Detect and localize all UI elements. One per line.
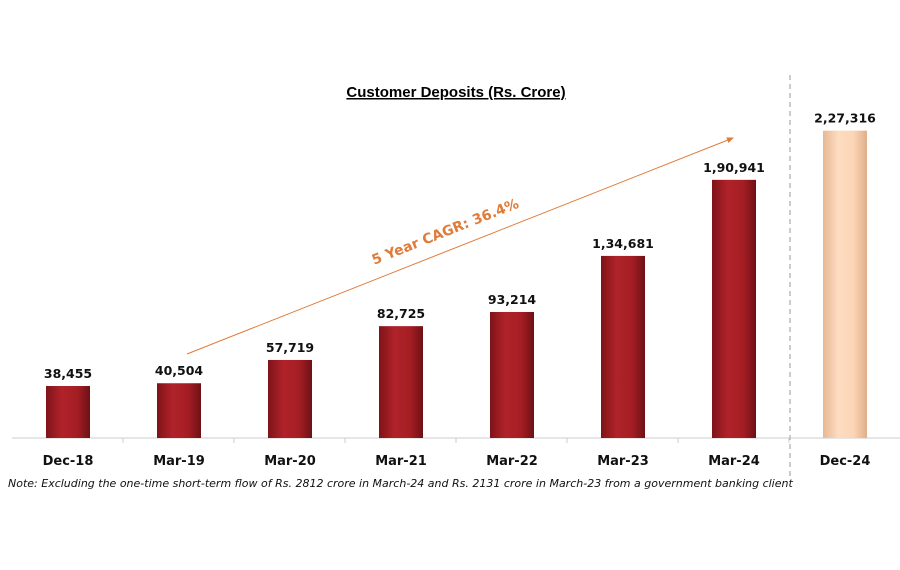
x-tick-label: Mar-24 [708,454,760,469]
value-label: 1,34,681 [592,236,654,251]
cagr-annotation: 5 Year CAGR: 36.4% [370,196,522,269]
value-label: 40,504 [155,363,204,378]
x-tick-label: Mar-20 [264,454,316,469]
x-tick-label: Mar-19 [153,454,205,469]
bar-Mar-19 [157,383,201,438]
value-label: 38,455 [44,366,92,381]
bar-Mar-23 [601,255,645,438]
value-label: 82,725 [377,306,425,321]
chart-title: Customer Deposits (Rs. Crore) [346,84,565,101]
value-label: 93,214 [488,292,537,307]
bar-Mar-21 [379,326,423,438]
value-label: 57,719 [266,340,314,355]
bar-Dec-18 [46,386,90,438]
footnote: Note: Excluding the one-time short-term … [8,477,793,490]
x-tick-label: Mar-22 [486,454,538,469]
value-label: 1,90,941 [703,160,765,175]
x-tick-label: Dec-24 [820,454,871,469]
cagr-arrow [186,137,734,355]
value-label: 2,27,316 [814,111,876,126]
bar-Dec-24 [823,130,867,438]
x-tick-label: Mar-21 [375,454,427,469]
bar-Mar-20 [268,359,312,438]
x-tick-label: Dec-18 [43,454,94,469]
x-tick-label: Mar-23 [597,454,649,469]
bar-Mar-24 [712,179,756,438]
bar-Mar-22 [490,311,534,438]
